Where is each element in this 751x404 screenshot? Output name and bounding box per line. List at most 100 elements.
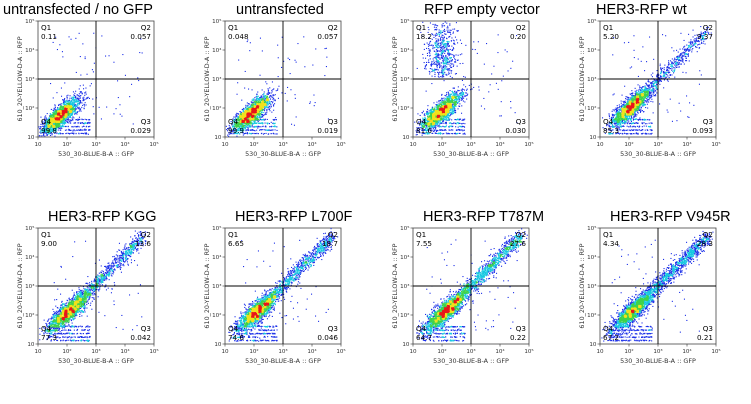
event-dot (255, 102, 257, 104)
event-dot (260, 122, 262, 124)
event-dot (433, 36, 435, 38)
event-dot (262, 96, 264, 98)
event-dot (78, 104, 80, 106)
event-dot (417, 113, 419, 115)
event-dot (237, 116, 239, 118)
event-dot (259, 108, 261, 110)
event-dot (289, 59, 291, 61)
event-dot (261, 112, 263, 114)
event-dot (258, 102, 260, 104)
event-dot (256, 96, 258, 98)
event-dot (74, 92, 76, 94)
event-dot (455, 109, 457, 111)
event-dot (237, 129, 239, 131)
event-dot (89, 125, 91, 127)
event-dot (41, 119, 43, 121)
x-tick-label: 10³ (278, 141, 287, 148)
event-dot (433, 50, 435, 52)
event-dot (58, 110, 60, 112)
event-dot (258, 119, 260, 121)
event-dot (424, 65, 426, 67)
event-dot (47, 122, 49, 124)
event-dot (274, 126, 276, 128)
event-dot (61, 110, 63, 112)
event-dot (459, 129, 461, 131)
event-dot (286, 100, 288, 102)
event-dot (42, 122, 44, 124)
event-dot (60, 114, 62, 116)
event-dot (256, 117, 258, 119)
event-dot (463, 84, 465, 86)
event-dot (86, 122, 88, 124)
event-dot (450, 34, 452, 36)
event-dot (240, 125, 242, 127)
event-dot (74, 113, 76, 115)
event-dot (76, 119, 78, 121)
event-dot (449, 24, 451, 26)
event-dot (45, 133, 47, 135)
event-dot (70, 38, 72, 40)
event-dot (58, 113, 60, 115)
event-dot (59, 132, 61, 134)
event-dot (75, 108, 77, 110)
y-tick-label: 10⁴ (212, 47, 222, 54)
event-dot (448, 129, 450, 131)
event-dot (64, 104, 66, 106)
event-dot (121, 115, 123, 117)
event-dot (77, 119, 79, 121)
event-dot (435, 127, 437, 129)
event-dot (442, 60, 444, 62)
event-dot (45, 123, 47, 125)
event-dot (273, 99, 275, 101)
event-dot (429, 71, 431, 73)
event-dot (85, 104, 87, 106)
event-dot (66, 105, 68, 107)
event-dot (283, 60, 285, 62)
event-dot (453, 56, 455, 58)
event-dot (54, 113, 56, 115)
event-dot (272, 122, 274, 124)
event-dot (254, 118, 256, 120)
event-dot (468, 84, 470, 86)
event-dot (265, 101, 267, 103)
event-dot (451, 133, 453, 135)
event-dot (462, 122, 464, 124)
event-dot (93, 113, 95, 115)
event-dot (65, 104, 67, 106)
event-dot (472, 48, 474, 50)
event-dot (443, 31, 445, 33)
event-dot (268, 100, 270, 102)
event-dot (466, 95, 468, 97)
event-dot (89, 119, 91, 121)
event-dot (75, 104, 77, 106)
event-dot (293, 124, 295, 126)
event-dot (68, 128, 70, 130)
x-axis-label: 530_30-BLUE-B-A :: GFP (58, 150, 134, 158)
event-dot (444, 33, 446, 35)
event-dot (63, 103, 65, 105)
event-dot (259, 103, 261, 105)
event-dot (71, 110, 73, 112)
event-dot (262, 109, 264, 111)
event-dot (263, 94, 265, 96)
event-dot (433, 34, 435, 36)
event-dot (290, 89, 292, 91)
event-dot (452, 32, 454, 34)
event-dot (46, 134, 48, 136)
event-dot (64, 122, 66, 124)
event-dot (139, 52, 141, 54)
event-dot (437, 53, 439, 55)
event-dot (76, 97, 78, 99)
event-dot (431, 83, 433, 85)
event-dot (83, 133, 85, 135)
flow-plot-2: untransfectedQ10.048Q20.057Q30.019Q499.9… (203, 2, 346, 158)
event-dot (70, 122, 72, 124)
event-dot (85, 98, 87, 100)
event-dot (264, 112, 266, 114)
event-dot (238, 131, 240, 133)
event-dot (478, 89, 480, 91)
event-dot (461, 42, 463, 44)
event-dot (61, 95, 63, 97)
event-dot (274, 125, 276, 127)
event-dot (443, 45, 445, 47)
